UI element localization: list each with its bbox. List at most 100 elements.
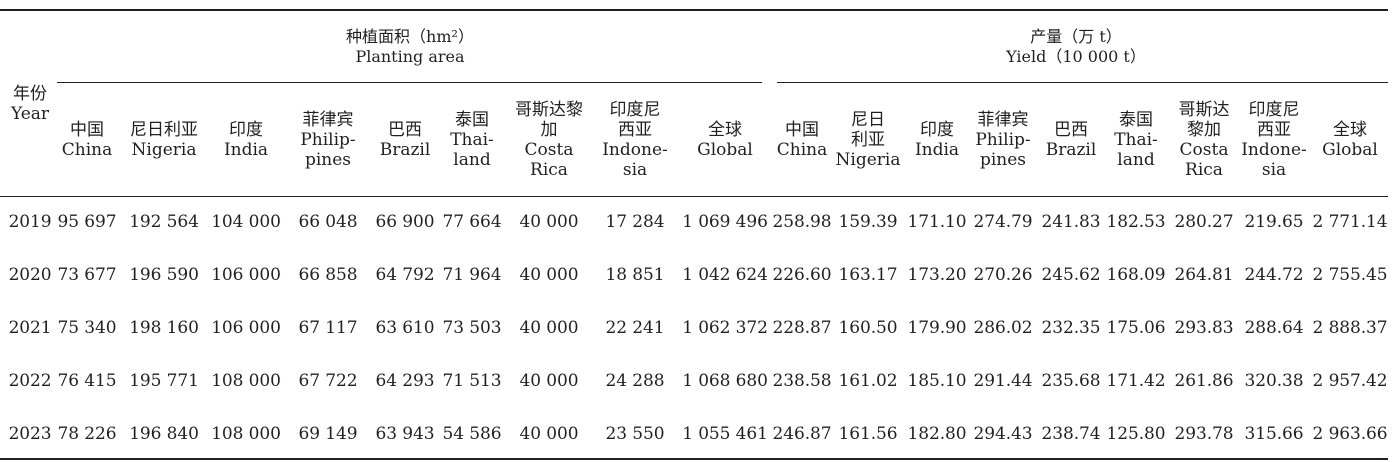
table-cell-text: 71 513 bbox=[442, 371, 502, 391]
table-cell-text: 40 000 bbox=[519, 424, 579, 444]
table-cell: 196 590 bbox=[121, 265, 207, 285]
table-cell: 246.87 bbox=[759, 424, 845, 444]
row-year-text: 2022 bbox=[8, 371, 52, 391]
table-cell: 63 943 bbox=[362, 424, 448, 444]
table-cell-text: 286.02 bbox=[973, 318, 1033, 338]
table-cell-text: 40 000 bbox=[519, 212, 579, 232]
table-cell: 1 062 372 bbox=[682, 318, 768, 338]
table-cell: 291.44 bbox=[960, 371, 1046, 391]
table-cell: 1 069 496 bbox=[682, 212, 768, 232]
column-header: 泰国 Thai-land bbox=[430, 110, 514, 170]
table-cell-text: 159.39 bbox=[838, 212, 898, 232]
table-cell-text: 161.56 bbox=[838, 424, 898, 444]
planting-area-header: 种植面积（hm²） Planting area bbox=[260, 27, 560, 67]
table-cell: 168.09 bbox=[1093, 265, 1179, 285]
row-year-text: 2019 bbox=[8, 212, 52, 232]
table-cell: 163.17 bbox=[825, 265, 911, 285]
table-cell: 293.78 bbox=[1161, 424, 1247, 444]
year-header: 年份 Year bbox=[2, 84, 58, 124]
row-year-text: 2023 bbox=[8, 424, 52, 444]
column-header-text: 中国 bbox=[70, 120, 104, 140]
table-cell-text: 67 722 bbox=[298, 371, 358, 391]
table-cell-text: 261.86 bbox=[1174, 371, 1234, 391]
column-header-text: 西亚 bbox=[618, 120, 652, 140]
row-year: 2021 bbox=[2, 318, 58, 338]
table-cell-text: 1 055 461 bbox=[682, 424, 768, 444]
table-cell: 226.60 bbox=[759, 265, 845, 285]
column-header-text: 黎加 bbox=[1187, 120, 1221, 140]
table-cell: 78 226 bbox=[44, 424, 130, 444]
table-cell: 1 042 624 bbox=[682, 265, 768, 285]
table-cell: 286.02 bbox=[960, 318, 1046, 338]
table-cell-text: 40 000 bbox=[519, 265, 579, 285]
table-cell-text: 238.74 bbox=[1041, 424, 1101, 444]
table-cell-text: 1 069 496 bbox=[682, 212, 768, 232]
table-cell: 173.20 bbox=[894, 265, 980, 285]
table-cell-text: 2 888.37 bbox=[1312, 318, 1388, 338]
bottom-rule bbox=[0, 458, 1388, 460]
column-header-text: Costa bbox=[1179, 140, 1229, 160]
column-header-text: 菲律宾 bbox=[977, 110, 1029, 130]
column-header: 全球 Global bbox=[1308, 120, 1392, 160]
table-cell: 2 957.42 bbox=[1307, 371, 1393, 391]
table-cell-text: 71 964 bbox=[442, 265, 502, 285]
column-header-text: Rica bbox=[530, 160, 568, 180]
column-header-text: 印度尼 bbox=[1248, 100, 1300, 120]
table-cell-text: 64 293 bbox=[375, 371, 435, 391]
column-header-text: Thai- bbox=[450, 130, 494, 150]
table-cell-text: 235.68 bbox=[1041, 371, 1101, 391]
table-cell: 228.87 bbox=[759, 318, 845, 338]
column-header-text: 印度 bbox=[229, 120, 263, 140]
table-cell-text: 108 000 bbox=[211, 371, 281, 391]
table-cell: 288.64 bbox=[1231, 318, 1317, 338]
table-cell-text: 1 068 680 bbox=[682, 371, 768, 391]
column-header-text: Nigeria bbox=[131, 140, 197, 160]
table-cell: 106 000 bbox=[203, 265, 289, 285]
header-rule bbox=[0, 196, 1388, 197]
column-header: 菲律宾 Philip-pines bbox=[286, 110, 370, 170]
column-header-text: Thai- bbox=[1114, 130, 1158, 150]
table-cell-text: 228.87 bbox=[772, 318, 832, 338]
table-cell-text: 106 000 bbox=[211, 318, 281, 338]
table-cell: 185.10 bbox=[894, 371, 980, 391]
column-header-text: sia bbox=[622, 160, 648, 180]
top-rule bbox=[0, 9, 1388, 11]
table-cell-text: 288.64 bbox=[1244, 318, 1304, 338]
table-cell-text: 66 048 bbox=[298, 212, 358, 232]
column-header: 全球 Global bbox=[683, 120, 767, 160]
table-cell-text: 2 771.14 bbox=[1312, 212, 1388, 232]
column-header-text: 中国 bbox=[785, 120, 819, 140]
table-cell: 294.43 bbox=[960, 424, 1046, 444]
yield-header: 产量（万 t） Yield（10 000 t） bbox=[926, 27, 1226, 67]
table-cell: 2 755.45 bbox=[1307, 265, 1393, 285]
column-header: 印度 India bbox=[204, 120, 288, 160]
column-header-text: Indone- bbox=[602, 140, 668, 160]
table-cell: 241.83 bbox=[1028, 212, 1114, 232]
table-cell: 66 048 bbox=[285, 212, 371, 232]
table-cell-text: 24 288 bbox=[605, 371, 665, 391]
column-header-text: Costa bbox=[524, 140, 574, 160]
table-cell-text: 66 858 bbox=[298, 265, 358, 285]
column-header-text: Brazil bbox=[1045, 140, 1097, 160]
table-cell: 66 858 bbox=[285, 265, 371, 285]
row-year: 2019 bbox=[2, 212, 58, 232]
column-header-text: India bbox=[914, 140, 960, 160]
table-cell-text: 161.02 bbox=[838, 371, 898, 391]
table-cell: 71 513 bbox=[429, 371, 515, 391]
table-cell-text: 40 000 bbox=[519, 371, 579, 391]
table-cell-text: 264.81 bbox=[1174, 265, 1234, 285]
table-cell: 264.81 bbox=[1161, 265, 1247, 285]
table-cell-text: 182.53 bbox=[1106, 212, 1166, 232]
table-cell: 18 851 bbox=[592, 265, 678, 285]
table-cell-text: 195 771 bbox=[129, 371, 199, 391]
table-cell: 108 000 bbox=[203, 424, 289, 444]
table-cell: 238.74 bbox=[1028, 424, 1114, 444]
table-cell: 258.98 bbox=[759, 212, 845, 232]
table-cell-text: 219.65 bbox=[1244, 212, 1304, 232]
column-header-text: Philip- bbox=[975, 130, 1031, 150]
table-cell-text: 294.43 bbox=[973, 424, 1033, 444]
table-cell: 104 000 bbox=[203, 212, 289, 232]
table-cell-text: 160.50 bbox=[838, 318, 898, 338]
column-header-text: 菲律宾 bbox=[302, 110, 354, 130]
